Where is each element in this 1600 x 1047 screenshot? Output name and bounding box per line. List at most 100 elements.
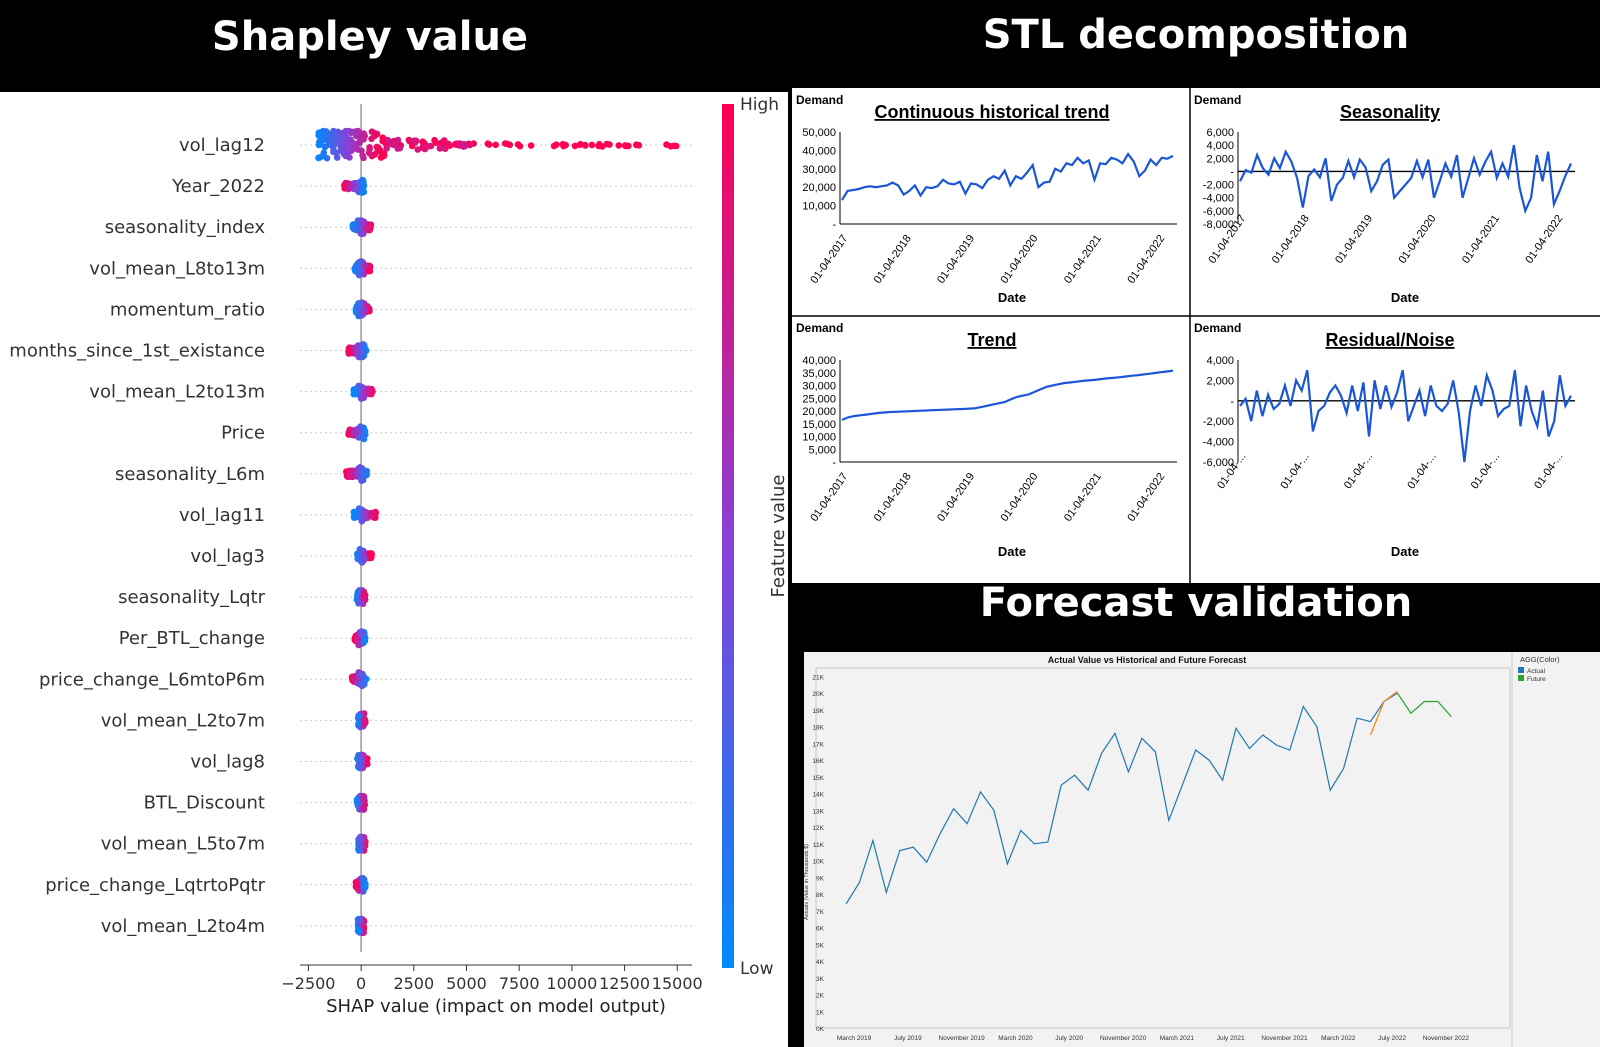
- shap-point: [349, 139, 356, 146]
- stl-y-tick-label: 6,000: [1206, 127, 1234, 139]
- stl-y-axis-label: Demand: [1194, 321, 1241, 335]
- shap-point: [359, 681, 367, 688]
- stl-x-tick-label: 01-04-2021: [1460, 213, 1502, 266]
- shap-point: [606, 141, 613, 148]
- stl-x-tick-label: 01-04-2020: [999, 471, 1041, 524]
- stl-x-tick-label: 01-04-2018: [1270, 213, 1312, 266]
- forecast-x-tick-label: November 2019: [939, 1035, 986, 1042]
- stl-y-tick-label: 30,000: [802, 164, 836, 176]
- shap-row-vol_lag11: [350, 505, 380, 525]
- shap-point: [373, 143, 381, 151]
- shap-point: [633, 141, 640, 149]
- shap-point: [368, 128, 376, 135]
- stl-x-tick-label: 01-04-2017: [808, 233, 850, 286]
- shap-feature-label: months_since_1st_existance: [9, 341, 265, 362]
- stl-y-tick-label: 20,000: [802, 406, 836, 418]
- forecast-y-tick-label: 16K: [812, 758, 824, 765]
- stl-panel: Demand Continuous historical trend 50,000 4…: [792, 88, 1600, 583]
- stl-panel-3: Demand Residual/Noise 4,000 2,000 - -2,000 -4,…: [1194, 321, 1575, 559]
- stl-x-axis-label: Date: [998, 544, 1026, 559]
- stl-panel-2: Demand Trend 40,00035,00030,00025,00020,00…: [796, 321, 1177, 559]
- forecast-y-tick-label: 18K: [812, 725, 824, 732]
- shap-x-tick-label: 2500: [393, 974, 434, 993]
- shap-x-tick-label: −2500: [281, 974, 335, 993]
- shap-point: [357, 179, 365, 186]
- stl-x-tick-label: 01-04-2019: [935, 471, 977, 524]
- shap-point: [360, 591, 368, 598]
- shap-point: [625, 142, 632, 150]
- shap-point: [354, 636, 362, 643]
- stl-series-line: [1239, 369, 1572, 463]
- colorbar-high-label: High: [740, 95, 779, 115]
- shap-point: [361, 262, 369, 270]
- shap-row-BTL_Discount: [353, 792, 369, 813]
- shap-point: [352, 144, 360, 152]
- shap-point: [368, 553, 375, 560]
- shap-x-axis-label: SHAP value (impact on model output): [326, 996, 666, 1017]
- stl-y-tick-label: 4,000: [1206, 140, 1234, 152]
- shap-point: [330, 127, 337, 135]
- shap-point: [339, 131, 347, 139]
- shap-feature-label: vol_mean_L2to7m: [101, 710, 265, 731]
- shap-point: [599, 143, 606, 150]
- shap-point: [359, 794, 367, 802]
- shap-point: [365, 149, 373, 157]
- shap-feature-label: BTL_Discount: [144, 793, 265, 814]
- shap-point: [419, 138, 426, 145]
- stl-series-line: [841, 369, 1174, 421]
- stl-x-tick-label: 01-04-2021: [1062, 471, 1104, 524]
- shap-point: [581, 141, 589, 149]
- stl-x-tick-label: 01-04-2019: [1333, 213, 1375, 266]
- shap-point: [396, 144, 404, 152]
- stl-y-tick-label: -4,000: [1203, 193, 1234, 205]
- forecast-y-tick-label: 3K: [816, 976, 825, 983]
- shap-colorbar: [722, 104, 734, 968]
- shap-point: [358, 433, 365, 440]
- shap-point: [562, 141, 569, 149]
- forecast-y-tick-label: 1K: [816, 1009, 825, 1016]
- shap-feature-label: vol_mean_L2to13m: [89, 382, 265, 403]
- shap-feature-label: vol_lag3: [190, 546, 265, 567]
- shap-point: [356, 303, 363, 311]
- stl-y-tick-label: 2,000: [1206, 153, 1234, 165]
- shap-point: [368, 135, 375, 143]
- forecast-y-tick-label: 5K: [816, 942, 825, 949]
- shap-header: Shapley value: [211, 14, 529, 60]
- shap-point: [379, 137, 386, 145]
- forecast-header: Forecast validation: [979, 580, 1413, 626]
- stl-y-tick-label: -: [1230, 166, 1234, 178]
- shap-feature-label: momentum_ratio: [110, 299, 265, 320]
- shap-point: [346, 154, 353, 161]
- shap-row-vol_lag12: [315, 127, 680, 162]
- shap-point: [358, 230, 365, 237]
- stl-series-line: [841, 152, 1174, 201]
- shap-feature-label: price_change_LqtrtoPqtr: [45, 875, 265, 896]
- forecast-title: Actual Value vs Historical and Future Fo…: [1048, 655, 1247, 665]
- stl-y-tick-label: -: [832, 219, 836, 231]
- shap-point: [384, 136, 391, 144]
- shap-point: [366, 267, 374, 275]
- forecast-legend-swatch: [1518, 675, 1524, 681]
- shap-row-vol_mean_L5to7m: [355, 833, 369, 854]
- forecast-legend-swatch: [1518, 667, 1524, 673]
- forecast-x-tick-label: March 2021: [1160, 1035, 1195, 1042]
- stl-x-axis-label: Date: [1391, 290, 1419, 305]
- shap-row-seasonality_index: [349, 217, 375, 238]
- stl-y-tick-label: 10,000: [802, 432, 836, 444]
- stl-x-tick-label: 01-04-2022: [1125, 471, 1167, 524]
- forecast-x-tick-label: March 2020: [998, 1035, 1033, 1042]
- shap-point: [514, 141, 522, 148]
- stl-y-tick-label: -2,000: [1203, 180, 1234, 192]
- shap-point: [355, 271, 363, 278]
- forecast-y-tick-label: 14K: [812, 792, 824, 799]
- shap-feature-label: seasonality_Lqtr: [118, 587, 266, 608]
- shap-point: [357, 836, 365, 844]
- shap-point: [492, 141, 500, 149]
- shap-point: [331, 134, 338, 142]
- shap-row-Per_BTL_change: [351, 628, 369, 649]
- shap-point: [353, 879, 360, 887]
- stl-y-tick-label: 2,000: [1206, 375, 1234, 387]
- shap-chart: vol_lag12 Year_2022 seasonality_index vol_m…: [9, 95, 788, 1017]
- shap-point: [588, 141, 596, 149]
- stl-y-tick-label: -6,000: [1203, 457, 1234, 469]
